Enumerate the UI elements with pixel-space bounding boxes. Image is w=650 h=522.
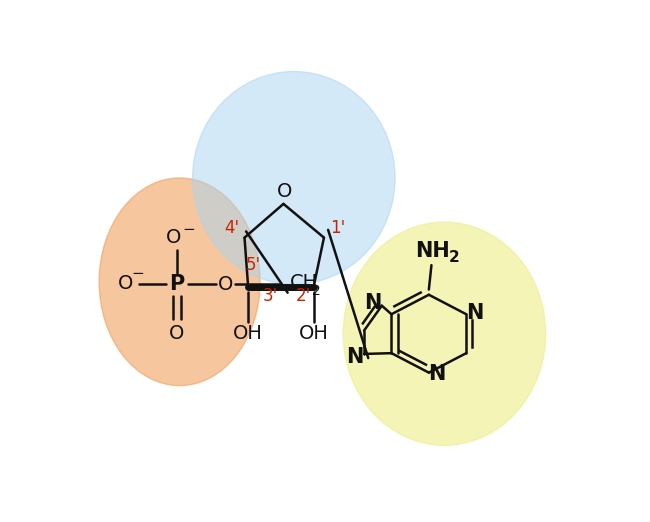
Text: 5': 5' — [245, 256, 261, 274]
Text: N: N — [428, 364, 446, 384]
Text: O: O — [278, 182, 292, 201]
Text: O: O — [118, 274, 133, 293]
Text: 2: 2 — [312, 283, 320, 298]
Text: 2: 2 — [448, 250, 459, 265]
Text: 1': 1' — [330, 219, 345, 238]
Text: N: N — [346, 347, 363, 366]
Text: OH: OH — [298, 324, 328, 342]
Text: O: O — [166, 228, 181, 246]
Ellipse shape — [99, 178, 260, 386]
Text: −: − — [182, 222, 195, 238]
Ellipse shape — [343, 222, 545, 445]
Text: −: − — [132, 266, 144, 281]
Text: 4': 4' — [224, 219, 239, 238]
Text: P: P — [170, 275, 185, 294]
Text: N: N — [364, 293, 381, 313]
Text: 3': 3' — [263, 287, 278, 305]
Ellipse shape — [192, 72, 395, 284]
Text: NH: NH — [415, 241, 450, 261]
Text: O: O — [170, 324, 185, 343]
Text: CH: CH — [290, 273, 318, 292]
Text: O: O — [218, 275, 233, 294]
Text: OH: OH — [233, 324, 263, 342]
Text: 2': 2' — [296, 287, 311, 305]
Text: N: N — [466, 303, 483, 323]
